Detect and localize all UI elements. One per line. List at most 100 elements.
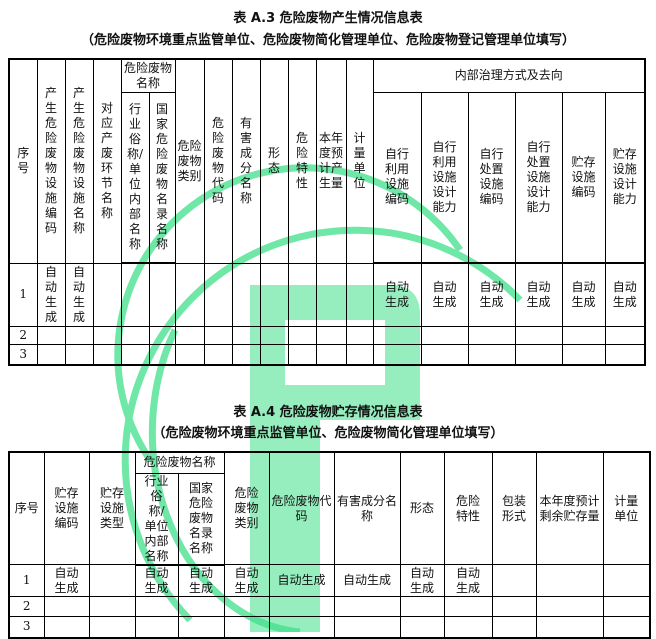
table-cell: 自动生成 [514,262,563,327]
table-cell [443,616,493,638]
table-cell [223,616,270,638]
table-cell [443,596,493,617]
table-cell: 自动生成 [372,262,422,327]
table-cell [174,262,205,327]
header-national-name: 国家危险废物名录名称 [148,91,176,264]
header-property: 危险特性 [443,451,493,565]
header-store-type: 贮存设施类型 [88,451,136,565]
table-cell [259,325,289,345]
header-facility-code: 产生危险废物设施编码 [36,58,66,264]
header-remaining: 本年度预计剩余贮存量 [535,451,604,565]
table-cell [333,596,401,617]
header-store-code: 贮存设施编码 [43,451,90,565]
table-cell [535,564,604,597]
table-a3-subtitle: （危险废物环境重点监管单位、危险废物简化管理单位、危险废物登记管理单位填写） [80,33,575,48]
table-cell [420,325,469,345]
table-cell [64,325,94,345]
table-cell [36,325,66,345]
table-cell [92,343,122,366]
table-cell [602,596,651,617]
header-industry-name: 行业俗称/单位内部名称 [120,91,150,264]
header-store-cap: 贮存设施设计能力 [604,91,646,264]
header-code: 危险废物代码 [203,58,233,264]
table-cell [120,325,150,345]
table-cell [203,262,233,327]
table-cell [43,616,90,638]
table-cell [345,325,374,345]
table-cell: 自动生成 [604,262,646,327]
table-cell [43,596,90,617]
header-harmful: 有害成分名称 [333,451,401,565]
table-cell [268,596,335,617]
table-cell [88,564,136,597]
table-cell: 自动生成 [467,262,516,327]
cell-seq: 1 [8,564,45,597]
table-cell [514,325,563,345]
table-cell [223,596,270,617]
table-row: 1 自动生成 自动生成 自动生成 自动生成 自动生成 自动生成 自动生成 自动生成 [8,262,646,327]
header-category: 危险废物类别 [223,451,270,565]
table-cell [420,343,469,366]
table-cell [134,596,179,617]
header-annual: 本年度预计产生量 [315,58,347,264]
cell-seq: 2 [8,325,38,345]
table-cell [88,616,136,638]
table-a4-subtitle: （危险废物环境重点监管单位、危险废物简化管理单位填写） [152,426,504,441]
table-cell [268,616,335,638]
table-cell: 自动生成 [443,564,493,597]
table-cell [231,343,261,366]
table-cell [514,343,563,366]
table-cell: 自动生成 [561,262,606,327]
cell-seq: 2 [8,596,45,617]
table-cell [148,343,176,366]
table-cell [399,616,445,638]
header-facility-name: 产生危险废物设施名称 [64,58,94,264]
header-store-code: 贮存设施编码 [561,91,606,264]
table-cell [287,262,317,327]
table-cell [372,325,422,345]
header-internal-group: 内部治理方式及去向 [372,58,646,93]
header-form: 形态 [399,451,445,565]
header-use-cap: 自行利用设施设计能力 [420,91,469,264]
table-cell [604,343,646,366]
table-cell: 自动生成 [64,262,94,327]
table-cell: 自动生成 [399,564,445,597]
table-cell [203,325,233,345]
header-use-code: 自行利用设施编码 [372,91,422,264]
table-cell [203,343,233,366]
table-cell [333,616,401,638]
table-cell [315,325,347,345]
table-cell [148,262,176,327]
table-cell [259,262,289,327]
header-waste-name-group: 危险废物名称 [134,451,225,474]
table-cell [491,596,537,617]
table-cell [345,343,374,366]
table-a4-title: 表 A.4 危险废物贮存情况信息表 [233,405,423,420]
table-cell [259,343,289,366]
table-cell: 自动生成 [134,564,179,597]
cell-seq: 3 [8,616,45,638]
table-cell [535,616,604,638]
table-cell [372,343,422,366]
header-harmful: 有害成分名称 [231,58,261,264]
table-a3: 序号 产生危险废物设施编码 产生危险废物设施名称 对应产废环节名称 危险废物名称… [8,58,647,366]
table-cell [231,262,261,327]
header-industry-name: 行业俗称/单位内部名称 [134,472,179,566]
header-unit: 计量单位 [345,58,374,264]
header-code: 危险废物代码 [268,451,335,565]
header-disp-cap: 自行处置设施设计能力 [514,91,563,264]
table-cell: 自动生成 [420,262,469,327]
table-cell [120,343,150,366]
table-cell [231,325,261,345]
table-cell [399,596,445,617]
header-national-name: 国家危险废物名录名称 [177,472,225,566]
table-cell [287,343,317,366]
cell-seq: 3 [8,343,38,366]
header-process-name: 对应产废环节名称 [92,58,122,264]
table-cell [491,564,537,597]
table-cell [535,596,604,617]
table-cell [604,325,646,345]
table-cell [602,564,651,597]
table-cell: 自动生成 [333,564,401,597]
table-cell [315,343,347,366]
